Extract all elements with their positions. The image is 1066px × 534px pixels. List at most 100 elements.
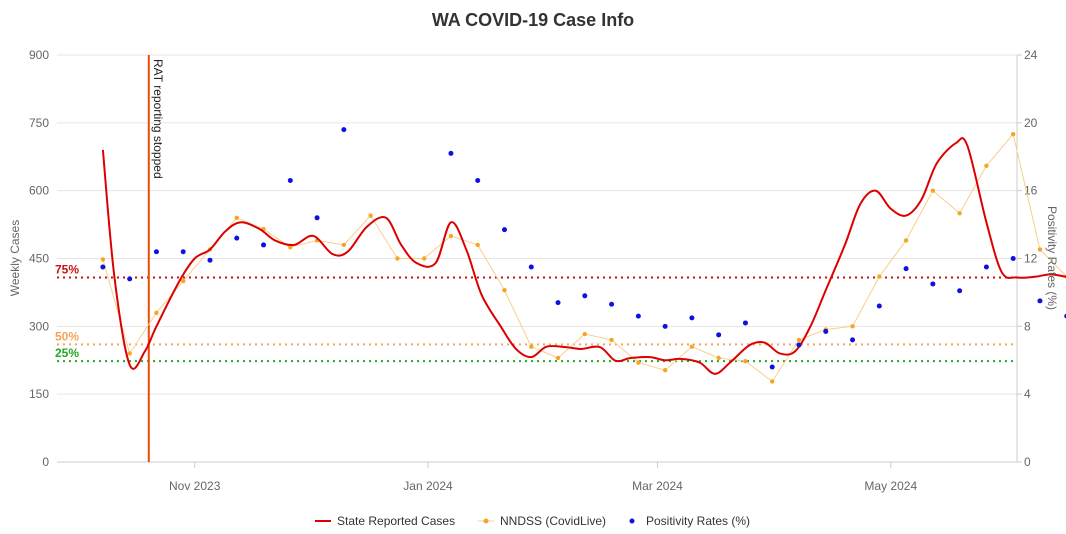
nndss-point[interactable] <box>796 337 802 343</box>
nndss-point[interactable] <box>957 211 962 216</box>
nndss-point[interactable] <box>743 358 748 364</box>
y-right-tick-label: 4 <box>1024 387 1031 401</box>
nndss-point[interactable] <box>502 287 507 293</box>
positivity-point[interactable] <box>1037 298 1043 304</box>
positivity-point[interactable] <box>796 342 802 348</box>
rat-annotation: RAT reporting stopped <box>147 55 165 462</box>
positivity-point[interactable] <box>261 242 267 248</box>
positivity-point[interactable] <box>609 301 615 307</box>
positivity-point[interactable] <box>823 328 829 334</box>
positivity-point[interactable] <box>1010 256 1016 261</box>
positivity-point[interactable] <box>475 177 481 183</box>
positivity-point[interactable] <box>957 288 963 294</box>
nndss-point[interactable] <box>127 351 132 356</box>
series-state-reported-cases[interactable] <box>101 137 1066 403</box>
positivity-point[interactable] <box>662 323 668 329</box>
positivity-point[interactable] <box>127 276 133 282</box>
positivity-point[interactable] <box>153 249 159 255</box>
positivity-point[interactable] <box>903 266 909 272</box>
positivity-point[interactable] <box>528 264 534 270</box>
positivity-point[interactable] <box>100 264 106 270</box>
nndss-point[interactable] <box>368 213 373 218</box>
positivity-point[interactable] <box>689 315 695 321</box>
threshold-label: 25% <box>55 346 79 360</box>
series-positivity-rates[interactable] <box>100 127 1066 429</box>
y-left-tick-label: 900 <box>29 48 49 62</box>
positivity-point[interactable] <box>501 227 507 233</box>
positivity-point[interactable] <box>635 313 641 319</box>
nndss-point[interactable] <box>770 379 775 384</box>
legend-swatch-dot <box>483 518 489 524</box>
legend-label: NNDSS (CovidLive) <box>500 514 606 528</box>
positivity-point[interactable] <box>207 257 213 263</box>
positivity-point[interactable] <box>555 300 561 306</box>
nndss-point[interactable] <box>903 238 909 243</box>
y-left-tick-label: 600 <box>29 184 49 198</box>
nndss-point[interactable] <box>395 256 400 261</box>
legend-item[interactable]: Positivity Rates (%) <box>629 514 751 528</box>
nndss-point[interactable] <box>609 337 614 343</box>
nndss-point[interactable] <box>154 310 159 315</box>
nndss-point[interactable] <box>636 360 641 365</box>
positivity-point[interactable] <box>234 235 240 241</box>
positivity-point[interactable] <box>180 249 186 255</box>
nndss-point[interactable] <box>716 355 721 361</box>
y-right-tick-label: 20 <box>1024 116 1038 130</box>
chart-title: WA COVID-19 Case Info <box>432 10 634 30</box>
positivity-point[interactable] <box>850 337 856 343</box>
nndss-point[interactable] <box>689 344 695 349</box>
nndss-point[interactable] <box>100 257 106 262</box>
legend-label: State Reported Cases <box>337 514 455 528</box>
y-left-tick-label: 450 <box>29 252 49 266</box>
positivity-point[interactable] <box>582 293 588 299</box>
nndss-point[interactable] <box>984 163 989 168</box>
y-left-tick-label: 300 <box>29 319 49 333</box>
nndss-point[interactable] <box>529 344 534 349</box>
nndss-point[interactable] <box>234 215 239 220</box>
nndss-point[interactable] <box>1010 131 1016 137</box>
nndss-point[interactable] <box>850 324 855 329</box>
positivity-point[interactable] <box>876 303 882 309</box>
nndss-point[interactable] <box>662 367 668 373</box>
nndss-point[interactable] <box>877 274 882 279</box>
series-nndss[interactable] <box>100 131 1066 401</box>
threshold-lines: 75% 50% 25% <box>55 262 1017 363</box>
positivity-point[interactable] <box>983 264 989 270</box>
positivity-point[interactable] <box>716 332 722 338</box>
y-axis-right-label: Positivity Rates (%) <box>1045 206 1059 310</box>
gridlines <box>57 54 1017 463</box>
state-line[interactable] <box>101 137 1066 403</box>
nndss-point[interactable] <box>341 242 347 248</box>
positivity-point[interactable] <box>930 281 936 287</box>
threshold-label: 75% <box>55 262 79 276</box>
nndss-point[interactable] <box>1037 247 1043 252</box>
x-tick-label: Mar 2024 <box>632 479 683 493</box>
nndss-point[interactable] <box>555 355 561 361</box>
y-left-tick-label: 750 <box>29 116 49 130</box>
nndss-point[interactable] <box>288 244 293 250</box>
nndss-point[interactable] <box>475 242 480 248</box>
positivity-point[interactable] <box>287 177 293 183</box>
positivity-point[interactable] <box>742 320 748 326</box>
positivity-point[interactable] <box>769 364 775 370</box>
nndss-point[interactable] <box>582 331 588 337</box>
nndss-point[interactable] <box>930 188 936 193</box>
legend-label: Positivity Rates (%) <box>646 514 750 528</box>
nndss-point[interactable] <box>421 256 427 261</box>
legend-item[interactable]: State Reported Cases <box>315 514 455 528</box>
positivity-point[interactable] <box>314 215 320 221</box>
x-tick-label: May 2024 <box>864 479 917 493</box>
nndss-point[interactable] <box>448 233 454 239</box>
nndss-point[interactable] <box>181 278 186 284</box>
x-tick-label: Nov 2023 <box>169 479 221 493</box>
legend-item[interactable]: NNDSS (CovidLive) <box>478 514 606 528</box>
positivity-point[interactable] <box>448 150 454 156</box>
y-right-tick-label: 0 <box>1024 455 1031 469</box>
y-left-tick-label: 150 <box>29 387 49 401</box>
positivity-point[interactable] <box>341 127 347 133</box>
nndss-line[interactable] <box>102 133 1066 399</box>
x-tick-label: Jan 2024 <box>403 479 453 493</box>
